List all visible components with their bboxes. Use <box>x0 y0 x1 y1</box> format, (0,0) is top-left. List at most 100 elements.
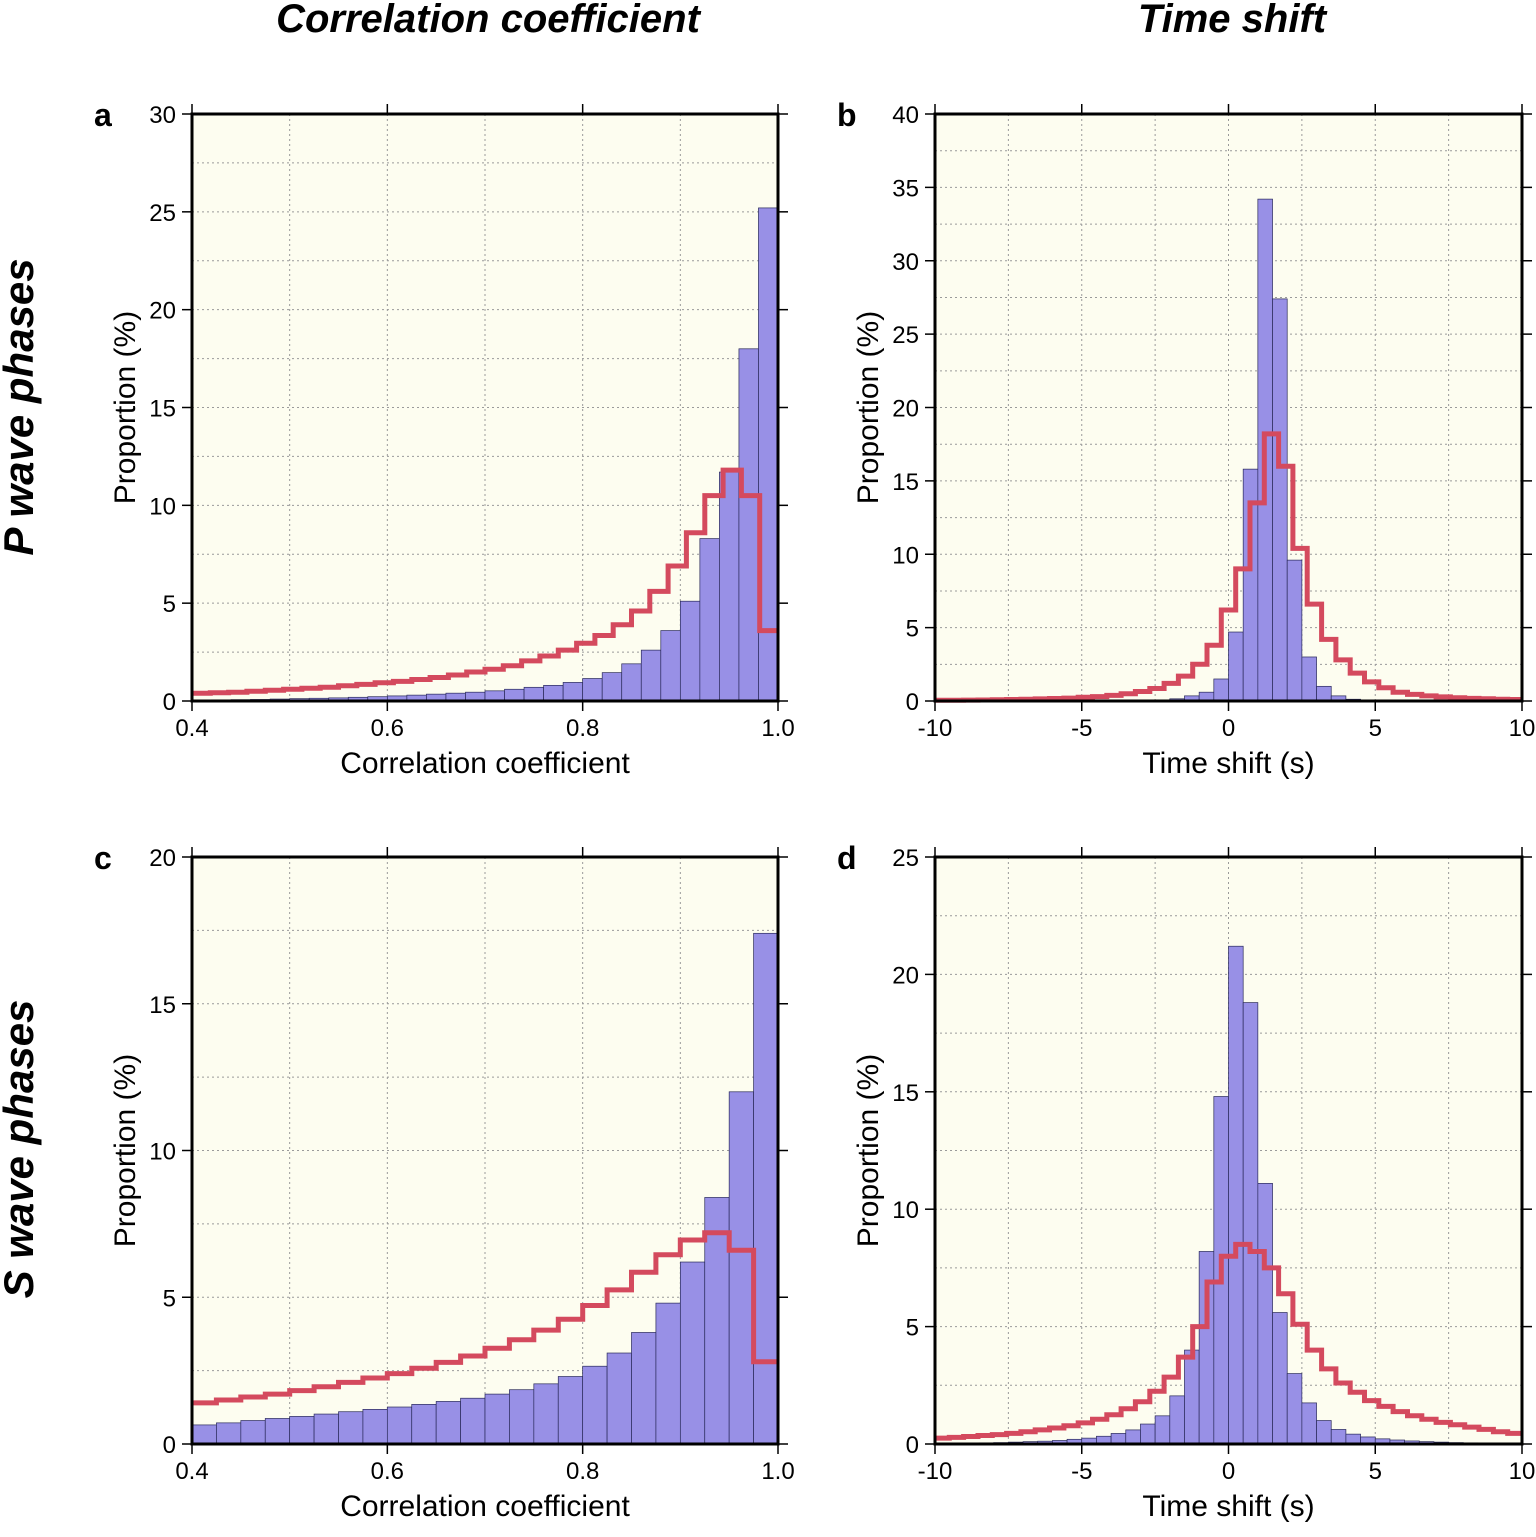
row-title-p-wave: P wave phases <box>0 258 42 555</box>
histogram-bar <box>753 932 779 1445</box>
x-tick-label: 0.8 <box>566 715 599 742</box>
step-line <box>192 467 778 696</box>
y-tick-label: 25 <box>892 845 919 872</box>
y-tick-label: 15 <box>149 396 176 423</box>
histogram-bar <box>562 682 584 702</box>
y-tick-label: 20 <box>149 845 176 872</box>
panel-letter: c <box>94 840 112 876</box>
histogram-bar <box>738 348 759 702</box>
y-tick-label: 25 <box>892 322 919 349</box>
histogram-bar <box>1301 1402 1317 1445</box>
y-tick-label: 20 <box>892 396 919 423</box>
y-tick-label: 10 <box>892 1197 919 1224</box>
x-tick-label: -5 <box>1071 1458 1092 1485</box>
x-tick-label: 0 <box>1222 715 1235 742</box>
histogram-bar <box>313 1413 339 1445</box>
y-tick-label: 0 <box>163 689 176 716</box>
y-axis-label: Proportion (%) <box>109 1054 142 1247</box>
histogram-bar <box>621 663 642 702</box>
histogram-bar <box>1140 1423 1156 1445</box>
histogram-bar <box>1316 685 1332 702</box>
histogram-bar <box>1257 1183 1273 1445</box>
x-tick-label: 1.0 <box>761 715 794 742</box>
x-tick-label: 1.0 <box>761 1458 794 1485</box>
histogram-bar <box>1184 1349 1200 1445</box>
histogram-bar <box>557 1376 584 1445</box>
x-tick-label: 0 <box>1222 1458 1235 1485</box>
y-tick-label: 20 <box>892 962 919 989</box>
y-tick-label: 25 <box>149 200 176 227</box>
histogram-bar <box>606 1352 632 1445</box>
histogram-bar <box>1272 1312 1288 1445</box>
histogram-bar <box>509 1389 535 1445</box>
plot-background <box>935 114 1522 701</box>
panel-a: 0.4 0.6 0.8 1.0 0 5 10 15 20 25 30 Correlation coef… <box>94 97 795 780</box>
panel-letter: a <box>94 97 112 133</box>
y-tick-label: 40 <box>892 102 919 129</box>
histogram-bar <box>484 690 505 702</box>
histogram-bar <box>435 1401 461 1445</box>
histogram-bar <box>216 1422 242 1445</box>
column-title-time-shift: Time shift <box>1138 0 1328 41</box>
histogram-bar <box>484 1393 510 1445</box>
y-tick-label: 0 <box>163 1432 176 1459</box>
panel-c: 0.4 0.6 0.8 1.0 0 5 10 15 20 Correlation coeffici… <box>94 840 795 1523</box>
column-title-correlation: Correlation coefficient <box>276 0 701 41</box>
histogram-bar <box>640 649 662 702</box>
y-tick-label: 5 <box>163 591 176 618</box>
histogram-bar <box>264 1418 291 1445</box>
x-tick-label: 0.6 <box>371 1458 404 1485</box>
histogram-bar <box>191 1424 217 1445</box>
y-tick-label: 15 <box>892 1080 919 1107</box>
x-tick-label: 0.8 <box>566 1458 599 1485</box>
histogram-bar <box>1272 298 1288 702</box>
x-axis-label: Correlation coefficient <box>340 747 630 780</box>
panel-d: -10 -5 0 5 10 0 5 10 15 20 25 Time shift (s) Proport… <box>837 840 1535 1523</box>
y-tick-label: 15 <box>892 469 919 496</box>
step-line <box>935 1241 1522 1441</box>
histogram-bar <box>719 471 740 702</box>
y-axis-label: Proportion (%) <box>109 311 142 504</box>
histogram-bar <box>582 678 603 702</box>
histogram-bar <box>533 1383 559 1445</box>
y-axis-label: Proportion (%) <box>852 311 885 504</box>
histogram-bar <box>1228 631 1244 702</box>
y-tick-label: 30 <box>149 102 176 129</box>
step-line <box>192 1230 778 1406</box>
y-tick-label: 0 <box>906 689 919 716</box>
panel-letter: d <box>837 840 857 876</box>
x-tick-label: 10 <box>1509 715 1536 742</box>
histogram-bar <box>1213 678 1229 702</box>
step-line <box>935 431 1522 703</box>
histogram-bar <box>1154 1415 1171 1445</box>
x-tick-label: 0.4 <box>175 1458 208 1485</box>
y-tick-label: 5 <box>906 1315 919 1342</box>
histogram-bar <box>1110 1433 1127 1445</box>
x-axis-label: Time shift (s) <box>1142 747 1314 780</box>
x-tick-label: -10 <box>918 715 953 742</box>
x-axis-label: Correlation coefficient <box>340 1490 630 1523</box>
histogram-bar <box>362 1409 388 1445</box>
x-tick-label: 5 <box>1369 1458 1382 1485</box>
y-tick-label: 5 <box>906 616 919 643</box>
histogram-bar <box>699 538 720 702</box>
histogram-bar <box>655 1302 681 1445</box>
x-tick-label: 0.6 <box>371 715 404 742</box>
y-tick-label: 10 <box>149 493 176 520</box>
histogram-bar <box>1125 1429 1141 1445</box>
y-tick-label: 10 <box>149 1139 176 1166</box>
x-tick-label: 5 <box>1369 715 1382 742</box>
histogram-bar <box>460 1397 486 1445</box>
panel-letter: b <box>837 97 857 133</box>
histogram-bar <box>704 1197 730 1445</box>
histogram-bar <box>631 1332 657 1445</box>
x-tick-label: -10 <box>918 1458 953 1485</box>
panels-group: 0.4 0.6 0.8 1.0 0 5 10 15 20 25 30 Correlation coef… <box>94 97 1535 1523</box>
histogram-bar <box>679 600 701 702</box>
x-axis-label: Time shift (s) <box>1142 1490 1314 1523</box>
histogram-bar <box>1316 1420 1332 1445</box>
y-axis-label: Proportion (%) <box>852 1054 885 1247</box>
histogram-bar <box>1286 559 1303 702</box>
y-tick-label: 15 <box>149 992 176 1019</box>
